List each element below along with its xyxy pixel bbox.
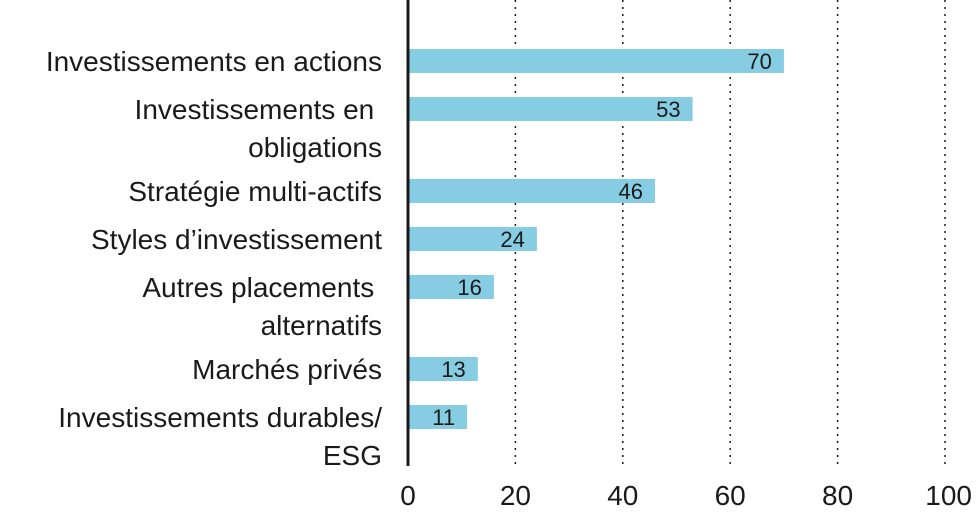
category-label-layer: Investissements en actions Investissement… <box>46 46 382 471</box>
category-label-4: Autres placements alternatifs <box>142 272 382 341</box>
category-label-3: Styles d’investissement <box>91 224 382 255</box>
category-label-0: Investissements en actions <box>46 46 382 77</box>
bar-3 <box>408 227 537 251</box>
x-tick-label-20: 20 <box>500 480 531 511</box>
bar-5 <box>408 357 478 381</box>
bar-layer: 70 53 46 24 16 13 11 <box>408 49 784 430</box>
bar-1 <box>408 97 693 121</box>
data-label-5: 13 <box>441 357 465 382</box>
bar-6 <box>408 405 468 429</box>
category-label-5: Marchés privés <box>192 354 382 385</box>
data-label-1: 53 <box>656 97 680 122</box>
category-label-1: Investissements en obligations <box>135 94 382 163</box>
category-label-6: Investissements durables/ESG <box>58 402 382 471</box>
x-tick-label-60: 60 <box>715 480 746 511</box>
bar-4 <box>408 275 494 299</box>
x-tick-label-100: 100 <box>925 480 972 511</box>
data-label-0: 70 <box>747 49 771 74</box>
x-tick-label-40: 40 <box>607 480 638 511</box>
data-label-2: 46 <box>619 179 643 204</box>
data-label-3: 24 <box>500 227 524 252</box>
tick-label-layer: 0 20 40 60 80 100 <box>400 480 972 511</box>
category-label-2: Stratégie multi-actifs <box>128 176 382 207</box>
x-tick-label-0: 0 <box>400 480 416 511</box>
bar-2 <box>408 179 656 203</box>
bar-0 <box>408 49 784 73</box>
data-label-4: 16 <box>457 275 481 300</box>
data-label-6: 11 <box>432 405 455 430</box>
x-tick-label-80: 80 <box>822 480 853 511</box>
